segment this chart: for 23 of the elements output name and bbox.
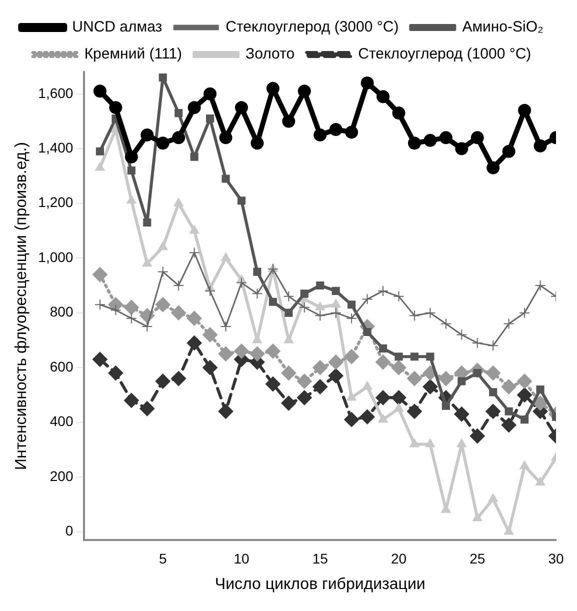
legend-label: Амино-SiO₂	[462, 18, 544, 36]
x-tick-label: 5	[158, 550, 167, 566]
x-axis-title: Число циклов гибридизации	[214, 576, 426, 593]
y-tick-label: 1,600	[38, 84, 74, 101]
y-tick-label: 0	[65, 522, 74, 539]
legend-label: Стеклоуглерод (3000 °C)	[226, 18, 399, 36]
legend-label: UNCD алмаз	[72, 18, 162, 36]
legend-label: Золото	[246, 46, 295, 63]
y-tick-label: 600	[50, 358, 74, 374]
x-tick-label: 20	[390, 550, 407, 566]
y-tick-label: 1,400	[38, 139, 74, 156]
y-axis-title: Интенсивность флуоресценции (произв.ед.)	[13, 142, 30, 470]
legend-label: Стеклоуглерод (1000 °C)	[358, 46, 532, 63]
x-tick-label: 10	[234, 550, 250, 566]
legend-label: Кремний (111)	[84, 46, 182, 63]
y-tick-label: 1,000	[38, 248, 74, 265]
y-tick-label: 200	[50, 468, 74, 484]
x-tick-label: 15	[312, 550, 328, 566]
x-tick-label: 30	[548, 550, 564, 566]
y-tick-label: 400	[50, 413, 74, 430]
y-tick-label: 1,200	[38, 194, 74, 210]
y-tick-label: 800	[50, 304, 74, 320]
x-tick-label: 25	[470, 550, 486, 566]
